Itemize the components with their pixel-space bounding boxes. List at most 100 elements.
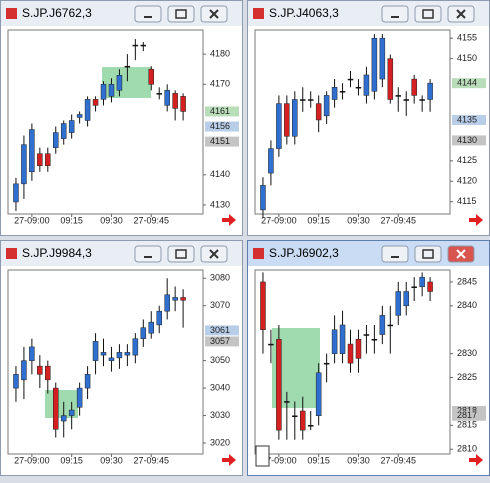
price-tag xyxy=(452,114,486,125)
candle-body xyxy=(108,357,115,361)
candle-body xyxy=(156,93,162,95)
candle-body xyxy=(84,99,91,121)
scroll-arrow[interactable] xyxy=(222,454,236,466)
candle-body xyxy=(347,343,354,364)
window-title: S.JP.J4063,3 xyxy=(269,6,339,20)
minimize-button[interactable] xyxy=(381,5,409,23)
price-tag xyxy=(452,78,486,89)
price-tag-label: 4135 xyxy=(457,114,477,124)
candle-body xyxy=(100,84,107,100)
price-tag-label: 2817 xyxy=(457,410,477,420)
candle-body xyxy=(124,65,131,68)
candle-body xyxy=(29,346,35,361)
candle-body xyxy=(92,341,99,361)
y-tick-label: 4170 xyxy=(210,79,230,89)
candle-body xyxy=(284,103,290,137)
candle-body xyxy=(148,68,155,85)
candle-body xyxy=(371,37,378,92)
candle-body xyxy=(339,91,346,93)
scroll-arrow[interactable] xyxy=(469,454,483,466)
candle-body xyxy=(60,123,67,139)
y-tick-label: 4140 xyxy=(210,169,230,179)
chart-window: S.JP.J6902,3 2810 2815 2825 2830 2840 2845 2818… xyxy=(247,240,490,476)
price-tag-label: 4130 xyxy=(457,135,477,145)
maximize-button[interactable] xyxy=(414,245,442,263)
maximize-button[interactable] xyxy=(167,5,195,23)
price-tag-label: 4156 xyxy=(210,121,230,131)
x-tick-label: 27-09:00 xyxy=(261,455,297,465)
close-icon xyxy=(456,249,466,259)
candle-body xyxy=(68,409,75,416)
minimize-button[interactable] xyxy=(381,245,409,263)
candle-body xyxy=(363,334,370,336)
y-tick-label: 2815 xyxy=(457,420,477,430)
y-tick-label: 2840 xyxy=(457,300,477,310)
x-tick-label: 27-09:45 xyxy=(133,215,169,225)
price-tag-label: 3061 xyxy=(210,325,230,335)
x-tick-label: 09:15 xyxy=(307,455,330,465)
candle-body xyxy=(427,82,433,100)
candle-body xyxy=(268,148,274,174)
candle-body xyxy=(172,297,178,301)
candle-body xyxy=(156,310,162,326)
candle-body xyxy=(13,374,19,389)
candle-body xyxy=(100,352,107,356)
x-tick-label: 09:15 xyxy=(60,215,83,225)
x-tick-label: 27-09:00 xyxy=(261,215,297,225)
candle-body xyxy=(124,352,131,356)
x-tick-label: 09:15 xyxy=(307,215,330,225)
y-tick-label: 4130 xyxy=(210,199,230,209)
close-icon xyxy=(456,9,466,19)
candle-body xyxy=(260,281,266,330)
y-tick-label: 4120 xyxy=(457,176,477,186)
candle-body xyxy=(307,99,314,101)
candle-body xyxy=(355,339,362,359)
y-tick-label: 2810 xyxy=(457,444,477,454)
y-tick-label: 2845 xyxy=(457,276,477,286)
candle-body xyxy=(347,78,354,81)
price-tag-label: 2818 xyxy=(457,405,477,415)
x-tick-label: 09:30 xyxy=(347,215,370,225)
candle-body xyxy=(76,387,83,408)
minimize-button[interactable] xyxy=(134,245,162,263)
x-tick-label: 09:30 xyxy=(100,215,123,225)
candle-body xyxy=(315,372,322,417)
x-tick-label: 27-09:45 xyxy=(380,215,416,225)
candle-body xyxy=(172,93,178,109)
candle-body xyxy=(21,360,27,381)
candle-body xyxy=(132,338,139,356)
candle-body xyxy=(403,291,409,307)
corner-box xyxy=(255,445,270,467)
candle-body xyxy=(355,86,362,89)
scroll-arrow[interactable] xyxy=(222,214,236,226)
maximize-icon xyxy=(175,249,187,259)
candle-body xyxy=(92,99,99,106)
maximize-button[interactable] xyxy=(167,245,195,263)
candle-body xyxy=(379,37,386,80)
candle-body xyxy=(323,362,330,365)
y-tick-label: 3040 xyxy=(210,382,230,392)
candle-body xyxy=(395,95,402,97)
maximize-button[interactable] xyxy=(414,5,442,23)
candle-body xyxy=(60,415,67,422)
plot-area xyxy=(7,29,204,215)
y-tick-label: 4125 xyxy=(457,155,477,165)
minimize-button[interactable] xyxy=(134,5,162,23)
candle-body xyxy=(37,153,43,166)
candle-body xyxy=(411,78,417,96)
close-icon xyxy=(209,9,219,19)
price-tag xyxy=(205,106,239,117)
candle-body xyxy=(300,410,306,431)
candle-body xyxy=(292,99,298,137)
candle-body xyxy=(331,329,338,354)
candle-body xyxy=(68,120,75,133)
x-tick-label: 27-09:00 xyxy=(14,455,50,465)
scroll-arrow[interactable] xyxy=(469,214,483,226)
candle-body xyxy=(260,185,266,211)
window-title: S.JP.J6902,3 xyxy=(269,246,339,260)
x-tick-label: 27-09:45 xyxy=(133,455,169,465)
candle-body xyxy=(331,86,338,100)
candle-body xyxy=(180,297,186,301)
price-tag xyxy=(205,325,239,336)
